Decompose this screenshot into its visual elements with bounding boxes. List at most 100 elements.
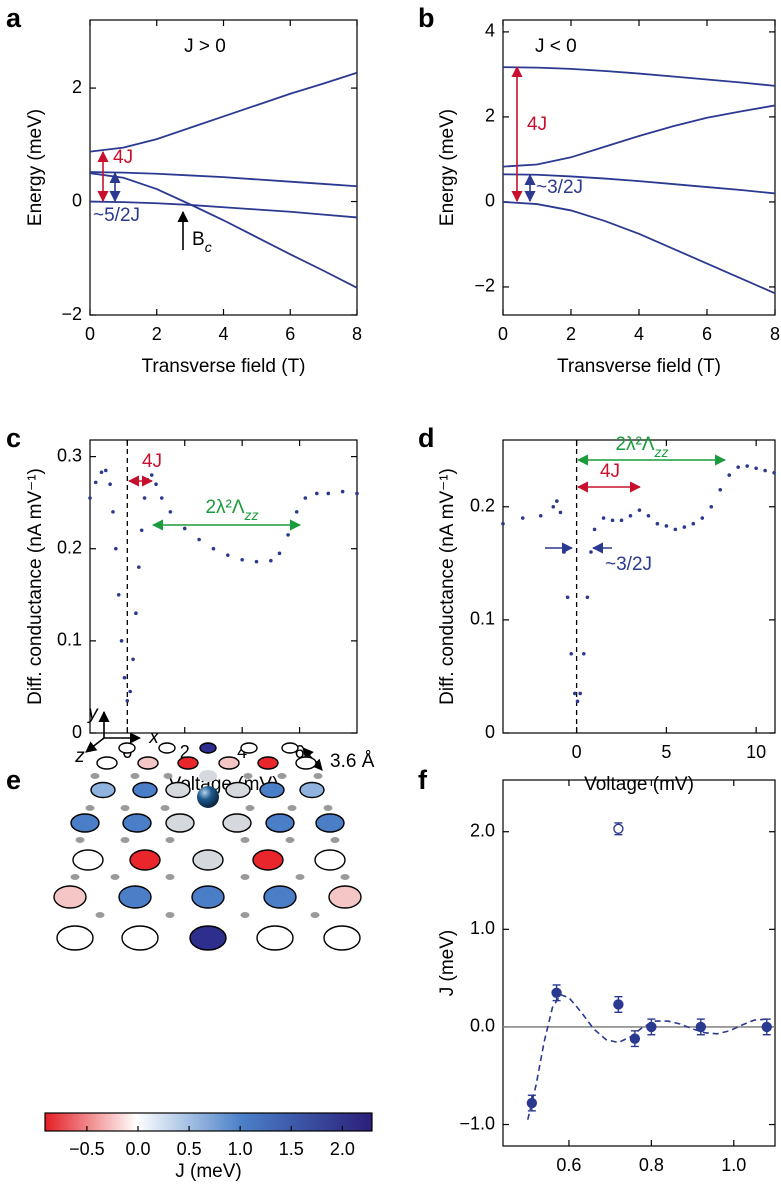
data-point <box>340 489 345 494</box>
annotation: ~3/2J <box>536 177 583 198</box>
annotation: 4J <box>527 114 547 135</box>
data-point <box>673 527 678 532</box>
cobalt-site <box>129 849 161 871</box>
surface-atom <box>277 773 287 779</box>
data-point <box>269 558 273 563</box>
panel-label: c <box>6 423 21 453</box>
cobalt-site <box>165 781 191 799</box>
annotation: Bc <box>192 229 212 255</box>
data-point <box>562 550 566 554</box>
cobalt-site <box>72 849 104 871</box>
annotation: 4J <box>113 147 133 168</box>
surface-atom <box>295 874 305 880</box>
data-point <box>565 595 570 600</box>
data-point <box>736 465 740 469</box>
data-point <box>772 471 776 475</box>
data-point <box>592 527 597 532</box>
surface-atom <box>120 805 130 811</box>
cobalt-site <box>199 742 217 754</box>
x-tick-label: 0 <box>498 324 508 344</box>
y-axis-label: Diff. conductance (nA mV⁻¹) <box>25 468 46 705</box>
colorbar-tick-label: 2.0 <box>330 1139 355 1159</box>
data-point <box>125 698 130 703</box>
y-tick-label: 0.1 <box>57 630 82 650</box>
annotation-subscript: zz <box>244 507 259 523</box>
data-point <box>555 499 559 503</box>
y-tick-label: 0.2 <box>57 537 82 557</box>
data-point <box>240 557 244 562</box>
data-point <box>103 468 108 473</box>
data-point <box>303 496 308 500</box>
x-axis-label: Voltage (mV) <box>584 774 694 795</box>
cobalt-site <box>192 849 224 871</box>
y-tick-label: 0.3 <box>57 445 82 465</box>
data-point <box>727 473 732 477</box>
y-tick-label: −2 <box>474 276 495 296</box>
surface-atom <box>340 874 350 880</box>
y-tick-label: −1.0 <box>459 1113 495 1133</box>
cobalt-site <box>122 813 152 833</box>
cobalt-site <box>96 756 118 770</box>
data-point <box>709 504 714 509</box>
annotation: 4J <box>142 451 162 472</box>
y-tick-label: 0 <box>72 722 82 742</box>
data-point <box>664 524 669 528</box>
colorbar-tick-label: 0.5 <box>177 1139 202 1159</box>
x-axis-label: Voltage (mV) <box>169 774 279 795</box>
cobalt-site <box>315 813 345 833</box>
cobalt-site <box>240 742 258 754</box>
cobalt-site <box>218 756 240 770</box>
data-line <box>89 71 358 153</box>
cobalt-site <box>90 781 116 799</box>
annotation: 4J <box>600 461 620 482</box>
cobalt-site <box>222 813 252 833</box>
x-tick-label: 8 <box>770 324 780 344</box>
data-point <box>754 466 758 471</box>
data-point <box>277 551 282 556</box>
annotation: 2λ²Λzz <box>615 434 668 460</box>
x-tick-label: 1.0 <box>721 1155 746 1175</box>
cobalt-site <box>56 925 94 951</box>
cobalt-site <box>165 813 195 833</box>
data-point <box>695 1021 707 1033</box>
data-point <box>182 526 187 531</box>
plot-frame <box>502 439 776 734</box>
surface-atom <box>330 837 340 843</box>
data-point <box>226 553 230 557</box>
data-point <box>254 559 259 564</box>
data-point <box>520 516 525 520</box>
y-tick-label: 0 <box>485 722 495 742</box>
cobalt-site <box>252 849 284 871</box>
surface-atom <box>323 805 333 811</box>
data-point <box>589 550 593 554</box>
data-point <box>761 1021 772 1033</box>
cobalt-site <box>177 756 199 770</box>
data-point <box>526 1097 538 1109</box>
data-point <box>134 611 138 616</box>
data-point <box>700 516 705 520</box>
cobalt-site <box>259 781 285 799</box>
surface-atom <box>120 837 130 843</box>
cobalt-site <box>158 742 176 754</box>
data-point <box>745 464 749 468</box>
cobalt-site <box>191 885 225 909</box>
cobalt-site <box>323 925 361 951</box>
data-point <box>655 521 660 526</box>
data-point <box>294 510 299 514</box>
data-point <box>326 491 331 496</box>
data-point <box>637 508 642 512</box>
colorbar-label: J (meV) <box>175 1161 242 1182</box>
surface-atom <box>75 837 85 843</box>
axis-letter: y <box>86 703 99 724</box>
y-tick-label: 0.0 <box>470 1016 495 1036</box>
surface-atom <box>240 874 250 880</box>
y-tick-label: 0.2 <box>470 495 495 515</box>
surface-atom <box>130 773 140 779</box>
x-tick-label: 0 <box>572 742 582 762</box>
data-line <box>502 104 776 168</box>
annotation-arrow <box>85 737 105 753</box>
cobalt-site <box>225 781 251 799</box>
y-tick-label: 2 <box>485 106 495 126</box>
cobalt-site <box>189 925 227 951</box>
